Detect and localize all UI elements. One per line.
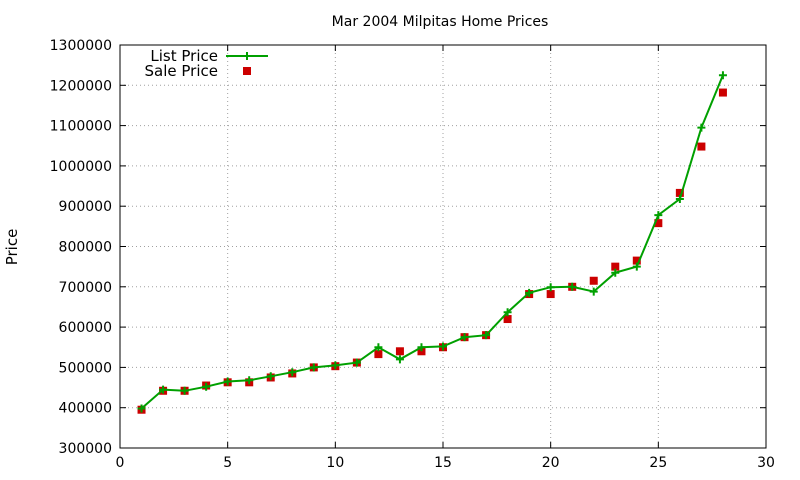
- sale-price-point: [654, 219, 663, 228]
- list-price-point: [568, 282, 577, 291]
- list-price-point: [245, 376, 254, 385]
- list-price-line: [140, 74, 724, 410]
- y-tick-label: 1200000: [50, 78, 112, 94]
- x-tick-label: 15: [434, 455, 452, 471]
- legend-marker-list-price: [243, 52, 251, 60]
- x-tick-label: 25: [649, 455, 667, 471]
- y-axis-label: Price: [3, 229, 21, 266]
- list-price-point: [654, 211, 663, 220]
- y-tick-label: 600000: [59, 320, 112, 336]
- grid: [120, 45, 766, 448]
- list-price-point: [352, 358, 361, 367]
- sale-price-point: [546, 290, 555, 299]
- axis-ticks: 0 5 10 15 20 25 30 300000 400000 500000 600000 7000…: [50, 38, 775, 471]
- x-tick-label: 30: [757, 455, 775, 471]
- list-price-point: [180, 386, 189, 395]
- list-price-point: [374, 343, 383, 352]
- y-tick-label: 900000: [59, 199, 112, 215]
- sale-price-point: [611, 262, 620, 271]
- sale-price-point: [718, 88, 727, 97]
- sale-price-point: [697, 142, 706, 151]
- list-price-point: [611, 268, 620, 277]
- legend-label-list-price: List Price: [150, 47, 218, 65]
- sale-price-point: [675, 188, 684, 197]
- plot-frame: [119, 44, 767, 449]
- list-price-point: [589, 287, 598, 296]
- list-price-point: [417, 343, 426, 352]
- list-price-point: [137, 404, 146, 413]
- list-price-point: [288, 368, 297, 377]
- sale-price-point: [503, 315, 512, 324]
- x-tick-label: 20: [542, 455, 560, 471]
- list-price-point: [482, 331, 491, 340]
- y-tick-label: 300000: [59, 441, 112, 457]
- list-price-point: [159, 385, 168, 394]
- sale-price-point: [589, 276, 598, 285]
- list-price-point: [718, 71, 727, 80]
- list-price-point: [460, 333, 469, 342]
- list-price-point: [439, 342, 447, 351]
- x-tick-label: 10: [326, 455, 344, 471]
- list-price-point: [309, 363, 318, 372]
- sale-price-point: [395, 347, 404, 356]
- y-tick-label: 1300000: [50, 38, 112, 54]
- list-price-point: [697, 123, 706, 132]
- x-tick-label: 0: [116, 455, 125, 471]
- list-price-point: [675, 194, 684, 203]
- legend-label-sale-price: Sale Price: [145, 62, 218, 80]
- series: [137, 71, 727, 414]
- list-price-point: [546, 283, 555, 292]
- sale-price-point: [374, 350, 383, 359]
- y-tick-label: 700000: [59, 280, 112, 296]
- y-tick-label: 500000: [59, 360, 112, 376]
- y-tick-label: 800000: [59, 240, 112, 256]
- legend-marker-sale-price: [243, 67, 251, 75]
- list-price-point: [331, 361, 340, 370]
- list-price-point: [632, 262, 641, 271]
- y-tick-label: 1000000: [50, 159, 112, 175]
- y-tick-label: 400000: [59, 401, 112, 417]
- list-price-point: [223, 377, 232, 386]
- list-price-point: [503, 308, 512, 317]
- list-price-point: [525, 288, 534, 297]
- chart-title: Mar 2004 Milpitas Home Prices: [332, 14, 549, 30]
- list-price-point: [266, 372, 275, 381]
- sale-price-point: [632, 256, 641, 265]
- y-tick-label: 1100000: [50, 119, 112, 135]
- sale-price-point: [417, 347, 426, 356]
- list-price-point: [202, 382, 211, 391]
- x-tick-label: 5: [223, 455, 232, 471]
- list-price-point: [395, 355, 404, 364]
